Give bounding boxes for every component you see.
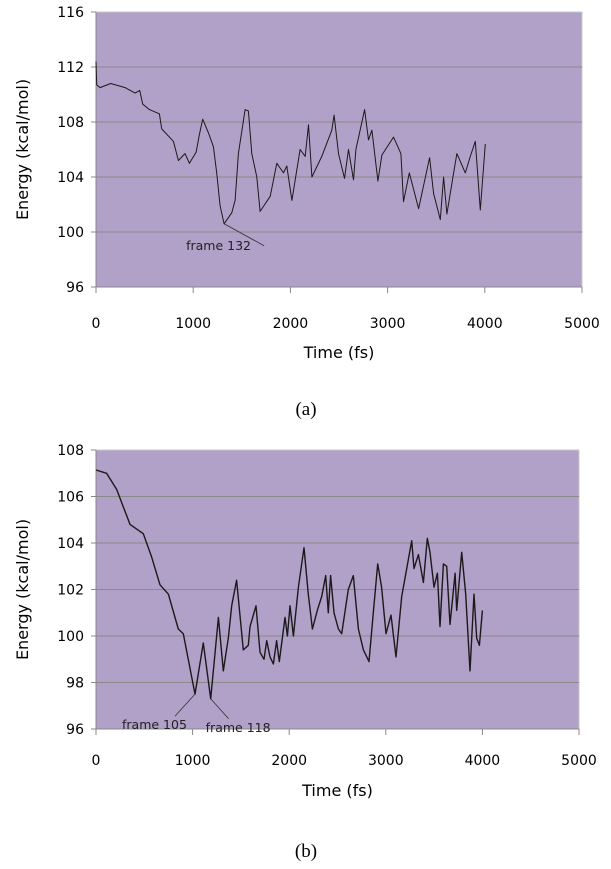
y-tick-label: 102 [57, 583, 84, 599]
y-tick-label: 112 [57, 60, 84, 76]
x-tick-label: 2000 [271, 753, 307, 769]
y-tick-label: 116 [57, 5, 84, 21]
chart-a-energy-vs-time: 96 100 104 108 112 116 0 1000 2000 3000 4000 5000 Ti… [13, 5, 600, 420]
y-tick-label: 96 [66, 722, 84, 738]
annotation-label: frame 105 [122, 717, 187, 732]
y-tick-label: 98 [66, 676, 84, 692]
annotation-leader [223, 223, 265, 247]
energy-series-line [95, 469, 484, 700]
y-tick-label: 96 [66, 280, 84, 296]
plot-area [95, 11, 583, 288]
y-tick-label: 104 [57, 536, 84, 552]
y-tick-label: 104 [57, 170, 84, 186]
y-tick-label: 100 [57, 629, 84, 645]
chart-b-energy-vs-time: 96 98 100 102 104 106 108 0 1000 2000 3000 4000 5000… [13, 443, 597, 862]
x-tick-label: 2000 [273, 316, 309, 332]
x-tick-label: 3000 [368, 753, 404, 769]
panel-caption: (b) [295, 841, 317, 862]
x-tick-label: 4000 [467, 316, 503, 332]
panel-caption: (a) [295, 399, 316, 420]
x-tick-label: 3000 [370, 316, 406, 332]
x-tick-label: 1000 [175, 316, 211, 332]
x-axis-title: Time (fs) [301, 781, 373, 800]
annotation-leader [210, 698, 229, 720]
x-tick-label: 5000 [561, 753, 597, 769]
y-tick-label: 108 [57, 443, 84, 459]
y-axis-title: Energy (kcal/mol) [13, 79, 32, 220]
y-tick-label: 100 [57, 225, 84, 241]
x-tick-label: 0 [92, 753, 101, 769]
x-tick-label: 4000 [465, 753, 501, 769]
x-tick-label: 1000 [175, 753, 211, 769]
energy-series-line [95, 61, 486, 225]
annotation-leader [174, 693, 196, 717]
y-tick-label: 106 [57, 490, 84, 506]
y-tick-label: 108 [57, 115, 84, 131]
x-tick-label: 0 [92, 316, 101, 332]
x-tick-label: 5000 [564, 316, 600, 332]
x-axis-title: Time (fs) [303, 343, 375, 362]
annotation-label: frame 118 [206, 720, 271, 735]
y-axis-title: Energy (kcal/mol) [13, 519, 32, 660]
annotation-label: frame 132 [186, 238, 251, 253]
